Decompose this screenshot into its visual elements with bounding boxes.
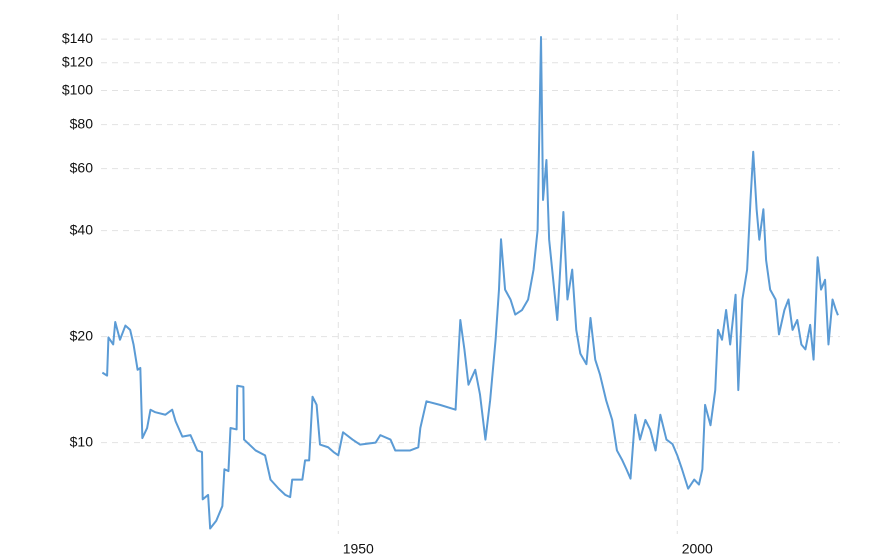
y-tick-label: $80 (70, 115, 94, 131)
price-line (101, 35, 839, 530)
y-tick-label: $10 (70, 433, 94, 449)
x-tick-label: 2000 (682, 541, 713, 557)
y-tick-label: $140 (62, 30, 93, 46)
y-tick-label: $100 (62, 81, 93, 97)
y-tick-label: $40 (70, 221, 94, 237)
y-tick-label: $120 (62, 53, 93, 69)
x-tick-label: 1950 (343, 541, 374, 557)
y-tick-label: $20 (70, 327, 94, 343)
y-tick-label: $60 (70, 159, 94, 175)
